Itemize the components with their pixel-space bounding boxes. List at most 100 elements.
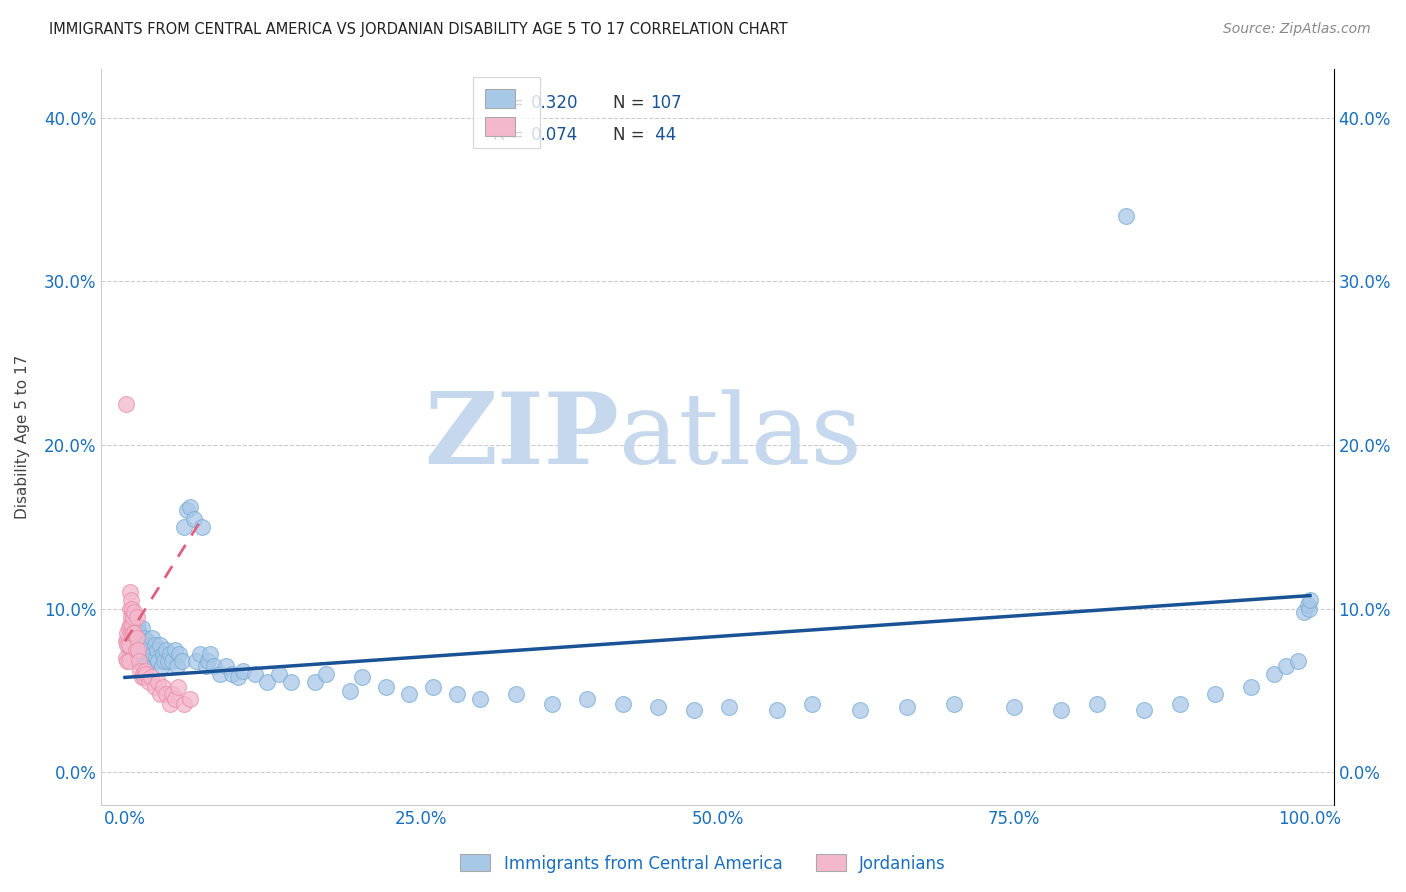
Point [124,626,146,640]
Text: R =: R = [494,126,529,144]
Point [129,631,152,645]
Point [127,642,149,657]
Point [132,631,155,645]
Point [155,687,177,701]
Point [1275,659,1298,673]
Point [1204,687,1226,701]
Point [1286,654,1309,668]
Point [162,687,184,701]
Point [145,650,167,665]
Point [132,650,155,665]
Point [267,667,290,681]
Text: IMMIGRANTS FROM CENTRAL AMERICA VS JORDANIAN DISABILITY AGE 5 TO 17 CORRELATION : IMMIGRANTS FROM CENTRAL AMERICA VS JORDA… [49,22,787,37]
Point [125,642,148,657]
Point [221,667,243,681]
Point [134,659,156,673]
Point [128,654,150,668]
Text: Source: ZipAtlas.com: Source: ZipAtlas.com [1223,22,1371,37]
Point [141,631,163,645]
Point [245,667,267,681]
Point [131,650,153,665]
Point [131,621,153,635]
Point [163,691,186,706]
Point [162,654,184,668]
Point [132,667,155,681]
Point [184,654,207,668]
Point [131,670,153,684]
Point [128,626,150,640]
Point [1085,697,1108,711]
Point [1240,680,1263,694]
Point [117,634,139,648]
Point [647,699,669,714]
Point [398,687,420,701]
Text: 44: 44 [650,126,676,144]
Text: N =: N = [613,95,650,112]
Point [1296,599,1319,613]
Point [139,638,162,652]
Point [117,621,139,635]
Point [122,626,145,640]
Point [134,638,156,652]
Point [124,634,146,648]
Point [540,697,562,711]
Point [208,667,231,681]
Point [129,642,152,657]
Point [1002,699,1025,714]
Point [682,703,704,717]
Point [136,634,159,648]
Point [125,631,148,645]
Point [143,638,166,652]
Point [118,585,141,599]
Point [152,648,174,662]
Point [127,648,149,662]
Point [159,648,181,662]
Point [122,642,145,657]
Point [943,697,966,711]
Point [188,648,211,662]
Point [120,610,142,624]
Legend: , : , [474,77,540,148]
Point [280,675,302,690]
Point [142,648,165,662]
Point [202,659,225,673]
Text: 0.074: 0.074 [531,126,579,144]
Point [135,667,157,681]
Point [127,621,149,635]
Point [118,618,141,632]
Point [1050,703,1073,717]
Point [124,626,146,640]
Point [183,511,205,525]
Point [115,634,138,648]
Point [801,697,824,711]
Text: atlas: atlas [619,389,862,484]
Point [256,675,278,690]
Point [129,664,152,678]
Point [143,680,166,694]
Point [132,634,155,648]
Point [117,654,139,668]
Point [149,687,172,701]
Point [1292,605,1315,619]
Point [765,703,787,717]
Point [117,654,139,668]
Point [1299,593,1322,607]
Point [176,503,198,517]
Point [118,650,141,665]
Point [117,642,139,657]
Point [179,691,201,706]
Point [149,638,172,652]
Point [138,648,160,662]
Point [121,631,143,645]
Point [134,664,156,678]
Point [156,654,179,668]
Point [166,659,188,673]
Point [612,697,634,711]
Point [121,618,143,632]
Point [848,703,870,717]
Point [191,520,214,534]
Point [132,659,155,673]
Point [350,670,373,684]
Point [128,654,150,668]
Point [120,626,142,640]
